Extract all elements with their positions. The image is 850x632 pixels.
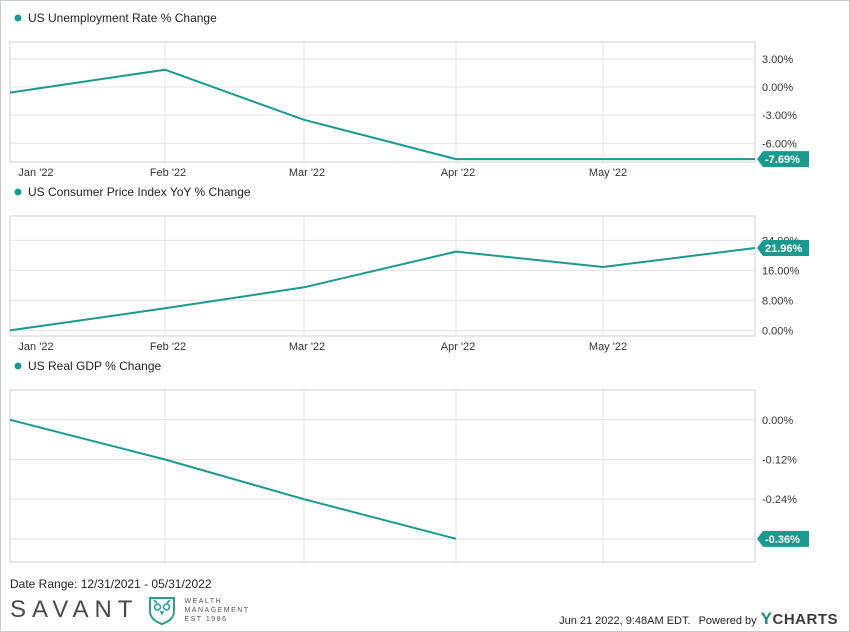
plot-area (9, 215, 756, 337)
y-tick-label: -6.00% (762, 138, 797, 150)
x-tick-label: Mar '22 (289, 341, 325, 353)
last-value-badge (757, 240, 809, 257)
series-line (9, 68, 755, 161)
x-tick-label: Feb '22 (150, 167, 186, 179)
logo-line-2: MANAGEMENT (184, 606, 250, 614)
x-tick-label: Feb '22 (150, 341, 186, 353)
chart-title: US Consumer Price Index YoY % Change (28, 185, 251, 199)
legend-dot-icon (14, 14, 22, 22)
logo-line-3: EST 1986 (184, 615, 228, 623)
y-tick-label: -0.24% (762, 494, 797, 506)
y-tick-label: 8.00% (762, 295, 793, 307)
y-tick-label: 0.00% (762, 82, 793, 94)
logo-wordmark: SAVANT (10, 596, 139, 623)
powered-by-label: Powered by (698, 615, 757, 627)
x-tick-label: Apr '22 (441, 167, 476, 179)
last-value-label: -0.36% (765, 534, 800, 546)
series-line (9, 247, 756, 332)
x-tick-label: Jan '22 (18, 341, 53, 353)
x-tick-label: May '22 (589, 167, 627, 179)
footer-stamp: Jun 21 2022, 9:48AM EDT. Powered by YCHA… (559, 609, 838, 629)
y-tick-label: 0.00% (762, 325, 793, 337)
chart-title: US Unemployment Rate % Change (28, 11, 217, 25)
y-tick-label: -0.12% (762, 454, 797, 466)
y-tick-label: 0.00% (762, 415, 793, 427)
x-tick-label: Mar '22 (289, 167, 325, 179)
x-tick-label: Apr '22 (441, 341, 476, 353)
y-tick-label: 16.00% (762, 265, 800, 277)
y-tick-label: 3.00% (762, 54, 793, 66)
last-value-badge (757, 530, 809, 547)
ycharts-logo[interactable]: YCHARTS (761, 609, 838, 629)
last-value-badge (757, 151, 809, 168)
savant-logo: SAVANT WEALTH MANAGEMENT EST 1986 (10, 593, 250, 627)
series-line (9, 418, 457, 540)
y-tick-label: -3.00% (762, 110, 797, 122)
ycharts-logo-y: Y (760, 609, 773, 628)
charts-canvas: US Unemployment Rate % Change 3.00% 0.00% -… (9, 11, 809, 563)
date-range-label: Date Range: 12/31/2021 - 05/31/2022 (10, 577, 212, 591)
legend-dot-icon (14, 362, 22, 370)
legend-dot-icon (14, 188, 22, 196)
last-value-label: -7.69% (765, 154, 800, 166)
plot-area (9, 389, 756, 563)
timestamp: Jun 21 2022, 9:48AM EDT. (559, 615, 691, 627)
ycharts-logo-rest: CHARTS (772, 611, 838, 628)
last-value-label: 21.96% (765, 243, 803, 255)
owl-shield-icon (149, 597, 176, 625)
logo-tagline: WEALTH MANAGEMENT EST 1986 (184, 597, 249, 624)
x-tick-label: May '22 (589, 341, 627, 353)
chart-title: US Real GDP % Change (28, 359, 162, 373)
x-tick-label: Jan '22 (18, 167, 53, 179)
logo-line-1: WEALTH (184, 597, 223, 605)
plot-area (9, 41, 756, 163)
